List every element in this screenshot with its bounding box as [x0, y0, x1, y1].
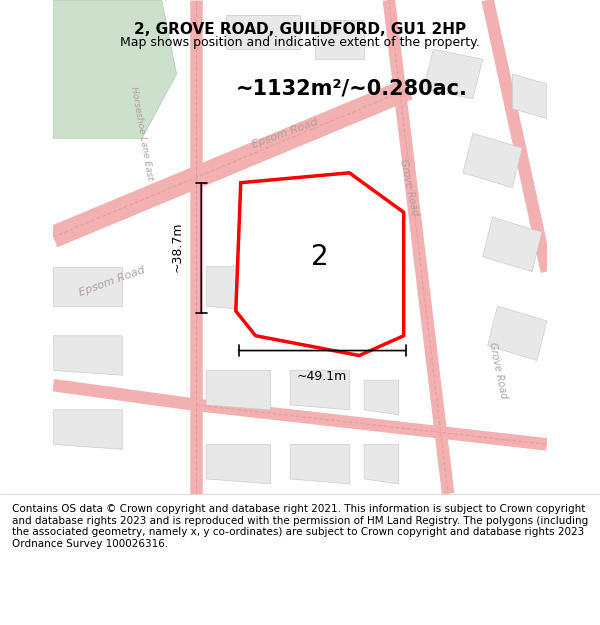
Polygon shape [512, 74, 547, 119]
Polygon shape [463, 133, 522, 188]
Polygon shape [488, 306, 547, 361]
Text: 2, GROVE ROAD, GUILDFORD, GU1 2HP: 2, GROVE ROAD, GUILDFORD, GU1 2HP [134, 22, 466, 37]
Polygon shape [424, 49, 482, 99]
Text: Epsom Road: Epsom Road [251, 117, 320, 150]
Text: 2: 2 [311, 242, 329, 271]
Polygon shape [53, 410, 122, 449]
Text: Map shows position and indicative extent of the property.: Map shows position and indicative extent… [120, 36, 480, 49]
Polygon shape [482, 217, 542, 271]
Polygon shape [285, 281, 335, 326]
Text: ~49.1m: ~49.1m [297, 370, 347, 383]
Polygon shape [364, 444, 399, 484]
Text: Contains OS data © Crown copyright and database right 2021. This information is : Contains OS data © Crown copyright and d… [12, 504, 588, 549]
Text: Horseshoe Lane East: Horseshoe Lane East [130, 86, 155, 181]
Polygon shape [226, 15, 300, 49]
Polygon shape [53, 336, 122, 375]
Polygon shape [315, 20, 364, 59]
Polygon shape [290, 444, 349, 484]
Text: Grove Road: Grove Road [398, 159, 419, 217]
Polygon shape [206, 444, 271, 484]
Text: Grove Road: Grove Road [487, 341, 508, 399]
Text: Epsom Road: Epsom Road [78, 265, 147, 298]
Polygon shape [53, 267, 122, 306]
Polygon shape [290, 370, 349, 410]
Polygon shape [206, 370, 271, 410]
Text: ~38.7m: ~38.7m [171, 222, 184, 272]
Polygon shape [206, 267, 260, 311]
Polygon shape [236, 173, 404, 356]
Text: ~1132m²/~0.280ac.: ~1132m²/~0.280ac. [236, 79, 467, 99]
Polygon shape [53, 0, 176, 138]
Polygon shape [364, 380, 399, 415]
